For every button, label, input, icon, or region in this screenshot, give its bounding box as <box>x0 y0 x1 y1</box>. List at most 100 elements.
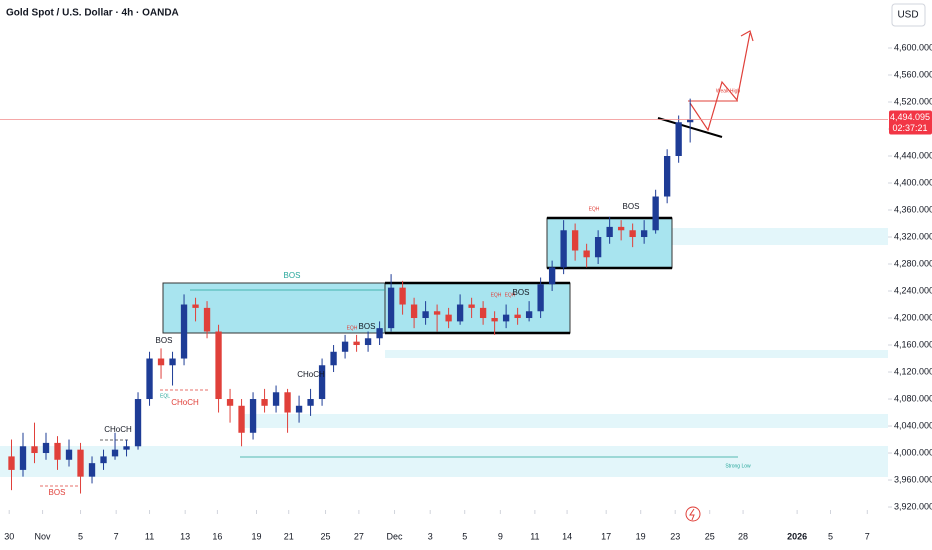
last-price-label: 4,494.095 <box>890 112 930 122</box>
candle-body <box>663 156 671 197</box>
annotation: BOS <box>284 271 301 280</box>
candle-body <box>479 307 487 319</box>
candle-body <box>376 328 383 339</box>
candle-body <box>330 351 337 366</box>
annotation: CHoCH <box>171 398 199 407</box>
x-tick-label: 5 <box>462 531 467 541</box>
x-tick-label: 17 <box>601 531 611 541</box>
y-tick-label: 4,240.000 <box>894 285 932 295</box>
x-tick-label: 16 <box>212 531 222 541</box>
y-tick-label: 3,960.000 <box>894 474 932 484</box>
candle-body <box>77 449 84 477</box>
annotation: Strong Low <box>725 463 751 469</box>
annotation: BOS <box>49 488 66 497</box>
candle-body <box>111 449 119 457</box>
candle-body <box>100 456 107 464</box>
candle-body <box>134 399 142 447</box>
currency-button[interactable] <box>891 3 926 27</box>
candle-body <box>502 314 510 322</box>
candle-body <box>652 196 659 231</box>
y-tick-label: 4,360.000 <box>894 204 932 214</box>
x-tick-label: 5 <box>78 531 83 541</box>
candle-body <box>203 307 211 332</box>
y-tick-label: 4,080.000 <box>894 393 932 403</box>
candle-body <box>31 446 38 454</box>
x-tick-label: 5 <box>828 531 833 541</box>
y-tick-label: 4,200.000 <box>894 312 932 322</box>
candle-body <box>54 442 61 460</box>
y-tick-label: 4,280.000 <box>894 258 932 268</box>
plot <box>0 98 888 494</box>
x-tick-label: 14 <box>562 531 572 541</box>
x-tick-label: 25 <box>705 531 715 541</box>
candle-body <box>215 331 222 400</box>
candle-body <box>284 392 291 413</box>
x-tick-label: 25 <box>321 531 331 541</box>
candle-body <box>88 463 96 477</box>
candle-body <box>238 405 245 433</box>
candle-body <box>583 250 590 258</box>
annotation: BOS <box>359 322 376 331</box>
y-tick-label: 4,120.000 <box>894 366 932 376</box>
candle-body <box>318 365 326 400</box>
candle-body <box>433 311 441 315</box>
candle-body <box>399 287 406 305</box>
annotation: Weak High <box>716 88 741 94</box>
annotations: BOS BOS CHoCH CHoCH EQL BOS CHoCH EQH BO… <box>49 88 751 497</box>
annotation: EQL <box>160 393 170 399</box>
annotation: EQH <box>491 292 502 298</box>
y-tick-label: 4,000.000 <box>894 447 932 457</box>
candle-body <box>410 304 418 319</box>
candle-body <box>341 341 349 352</box>
chart-title: Gold Spot / U.S. Dollar · 4h · OANDA <box>6 8 179 19</box>
zones <box>0 30 888 522</box>
candle-body <box>445 314 452 322</box>
candle-body <box>226 399 234 406</box>
candle-body <box>606 226 613 238</box>
x-tick-label: 13 <box>180 531 190 541</box>
countdown: 02:37:21 <box>892 123 927 133</box>
x-tick-label: 30 <box>4 531 14 541</box>
candle-body <box>537 284 544 312</box>
candle-body <box>560 230 567 268</box>
candle-body <box>146 358 153 400</box>
x-tick-label: 19 <box>636 531 646 541</box>
candle-body <box>261 399 268 406</box>
candle-body <box>19 446 27 470</box>
x-tick-label: 23 <box>670 531 680 541</box>
annotation: EQH <box>347 325 358 331</box>
x-tick-label: 28 <box>738 531 748 541</box>
x-tick-label: 27 <box>354 531 364 541</box>
y-tick-label: 4,040.000 <box>894 420 932 430</box>
annotation: EQH <box>589 206 600 212</box>
candle-body <box>65 449 73 460</box>
candle-body <box>571 230 579 251</box>
candle-body <box>353 341 360 346</box>
x-tick-label: 11 <box>530 531 539 541</box>
x-tick-label: 3 <box>428 531 433 541</box>
y-tick-label: 4,440.000 <box>894 150 932 160</box>
candle-body <box>525 311 533 319</box>
x-tick-label: 7 <box>114 531 119 541</box>
candle-body <box>8 456 15 470</box>
y-tick-label: 4,320.000 <box>894 231 932 241</box>
currency[interactable]: USD <box>897 10 918 21</box>
annotation: CHoCH <box>104 425 132 434</box>
x-tick-label: 2026 <box>787 531 807 541</box>
annotation: BOS <box>623 202 640 211</box>
candle-body <box>272 392 280 406</box>
candle-body <box>422 311 429 319</box>
candle-body <box>180 304 188 359</box>
candle-body <box>514 314 521 319</box>
candle-body <box>169 358 176 366</box>
candle-body <box>295 405 303 413</box>
x-tick-label: 9 <box>498 531 503 541</box>
x-tick-label: 11 <box>145 531 154 541</box>
candle-body <box>491 318 498 322</box>
candle-body <box>675 122 682 157</box>
y-tick-label: 4,560.000 <box>894 69 932 79</box>
annotation: BOS <box>156 336 173 345</box>
candle-body <box>456 304 464 322</box>
x-tick-label: 7 <box>865 531 870 541</box>
